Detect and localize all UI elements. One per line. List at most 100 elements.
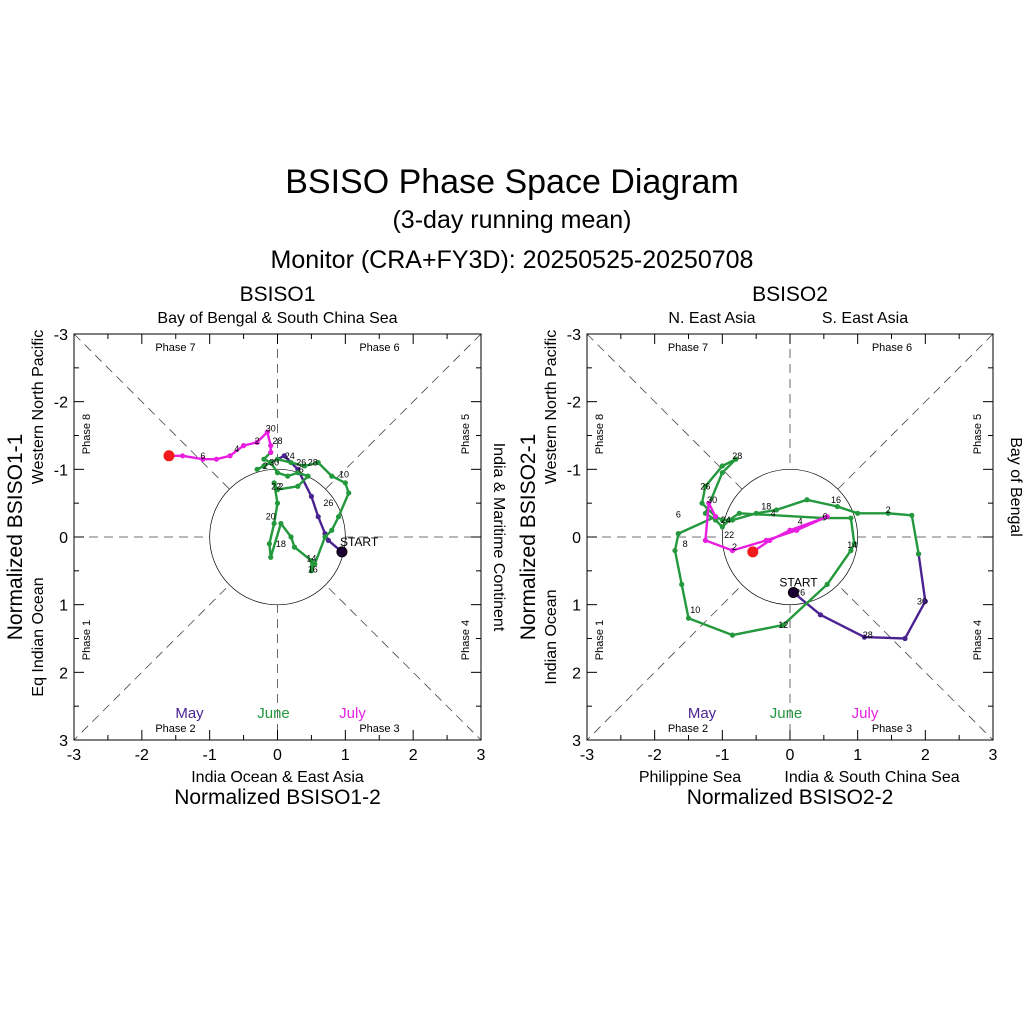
day-label: 28	[308, 458, 318, 468]
day-label: 26	[296, 458, 306, 468]
x-tick-label: -1	[715, 747, 729, 764]
trajectory-point	[794, 527, 800, 533]
phase-label: Phase 1	[594, 620, 606, 660]
y-axis-label: Normalized BSISO1-1	[4, 434, 27, 641]
x-tick-label: -3	[580, 747, 594, 764]
trajectory-point	[719, 517, 725, 523]
region-label-bottom-right: India & South China Sea	[784, 769, 959, 786]
trajectory-point	[285, 473, 291, 479]
trajectory-point	[767, 537, 773, 543]
y-axis-label: Normalized BSISO2-1	[517, 434, 540, 641]
month-legend-july: July	[339, 705, 366, 722]
region-label-right: India & Maritime Continent	[490, 443, 507, 632]
phase-label: Phase 6	[359, 342, 399, 354]
region-label-bottom: India Ocean & East Asia	[191, 769, 364, 786]
trajectory-point	[308, 493, 315, 499]
x-tick-label: -2	[135, 747, 149, 764]
trajectory-point	[308, 568, 315, 574]
day-label: 28	[272, 436, 282, 446]
trajectory-point	[804, 497, 810, 503]
y-tick-label: -2	[567, 395, 581, 412]
day-label: 8	[683, 539, 688, 549]
figure-subtitle: (3-day running mean)	[392, 206, 631, 234]
start-marker	[787, 586, 799, 598]
region-label-left: Eq Indian Ocean	[30, 577, 47, 696]
trajectory-point	[922, 598, 928, 604]
trajectory-point	[308, 558, 315, 564]
x-tick-label: 1	[853, 747, 862, 764]
day-label: 2	[255, 436, 260, 446]
phase-label: Phase 7	[668, 342, 708, 354]
trajectory-point	[848, 515, 854, 521]
trajectory-point	[315, 514, 321, 520]
month-legend-may: May	[175, 705, 204, 722]
phase-label: Phase 8	[81, 414, 93, 454]
day-label: 30	[269, 458, 279, 468]
trajectory-point	[271, 480, 277, 486]
day-label: 10	[339, 470, 349, 480]
day-label: 6	[823, 512, 828, 522]
trajectory-point	[274, 456, 281, 462]
phase-label: Phase 4	[460, 620, 472, 660]
trajectory-point	[261, 463, 267, 469]
x-tick-label: 3	[989, 747, 998, 764]
y-tick-label: -3	[567, 327, 581, 344]
day-label: 28	[863, 630, 873, 640]
start-label: START	[340, 535, 379, 549]
trajectory-point	[240, 443, 247, 449]
month-legend-july: July	[852, 705, 879, 722]
region-label-top: Bay of Bengal & South China Sea	[157, 310, 397, 327]
trajectory-point	[787, 527, 793, 533]
panel-title: BSISO2	[752, 283, 828, 306]
month-legend-june: June	[257, 705, 290, 722]
day-label: 6	[676, 510, 681, 520]
trajectory-point	[733, 456, 739, 462]
trajectory-point	[254, 439, 260, 445]
month-legend-may: May	[688, 705, 717, 722]
day-label: 24	[285, 451, 295, 461]
phase-label: Phase 2	[155, 723, 195, 735]
trajectory-point	[719, 470, 725, 476]
trajectory-point	[271, 520, 277, 527]
trajectory-point	[254, 466, 260, 472]
trajectory-july	[704, 502, 829, 553]
y-tick-label: 2	[59, 665, 68, 682]
trajectory-point	[268, 443, 274, 449]
x-tick-label: 0	[786, 747, 795, 764]
trajectory-point	[274, 487, 281, 493]
month-legend-june: June	[770, 705, 803, 722]
day-label: 16	[308, 564, 318, 574]
y-tick-label: 3	[59, 733, 68, 750]
trajectory-point	[726, 517, 732, 523]
y-tick-label: 2	[572, 665, 581, 682]
region-label-right: Bay of Bengal	[1007, 437, 1024, 537]
trajectory-point	[817, 612, 824, 618]
trajectory-point	[315, 459, 321, 466]
region-label-left: Indian Ocean	[543, 589, 560, 684]
trajectory-point	[322, 534, 328, 540]
trajectory-july	[169, 430, 272, 461]
y-tick-label: -2	[54, 395, 68, 412]
phase-label: Phase 6	[872, 342, 912, 354]
day-label: 14	[847, 540, 857, 550]
day-label: 26	[795, 587, 805, 597]
y-tick-label: -1	[567, 462, 581, 479]
y-tick-label: 0	[59, 530, 68, 547]
trajectory-point	[902, 635, 908, 642]
x-tick-label: -3	[67, 747, 81, 764]
day-label: 4	[234, 444, 239, 454]
day-label: 30	[266, 424, 276, 434]
phase-label: Phase 8	[594, 414, 606, 454]
x-axis-label: Normalized BSISO1-2	[174, 786, 381, 809]
y-tick-label: -3	[54, 327, 68, 344]
x-tick-label: 0	[273, 747, 282, 764]
day-label: 10	[690, 605, 700, 615]
region-label-left-upper: Western North Pacific	[543, 330, 560, 484]
end-marker	[747, 546, 759, 558]
day-label: 4	[771, 508, 776, 518]
trajectory-point	[672, 547, 678, 554]
trajectory-point	[288, 459, 294, 466]
day-label: 6	[200, 451, 205, 461]
